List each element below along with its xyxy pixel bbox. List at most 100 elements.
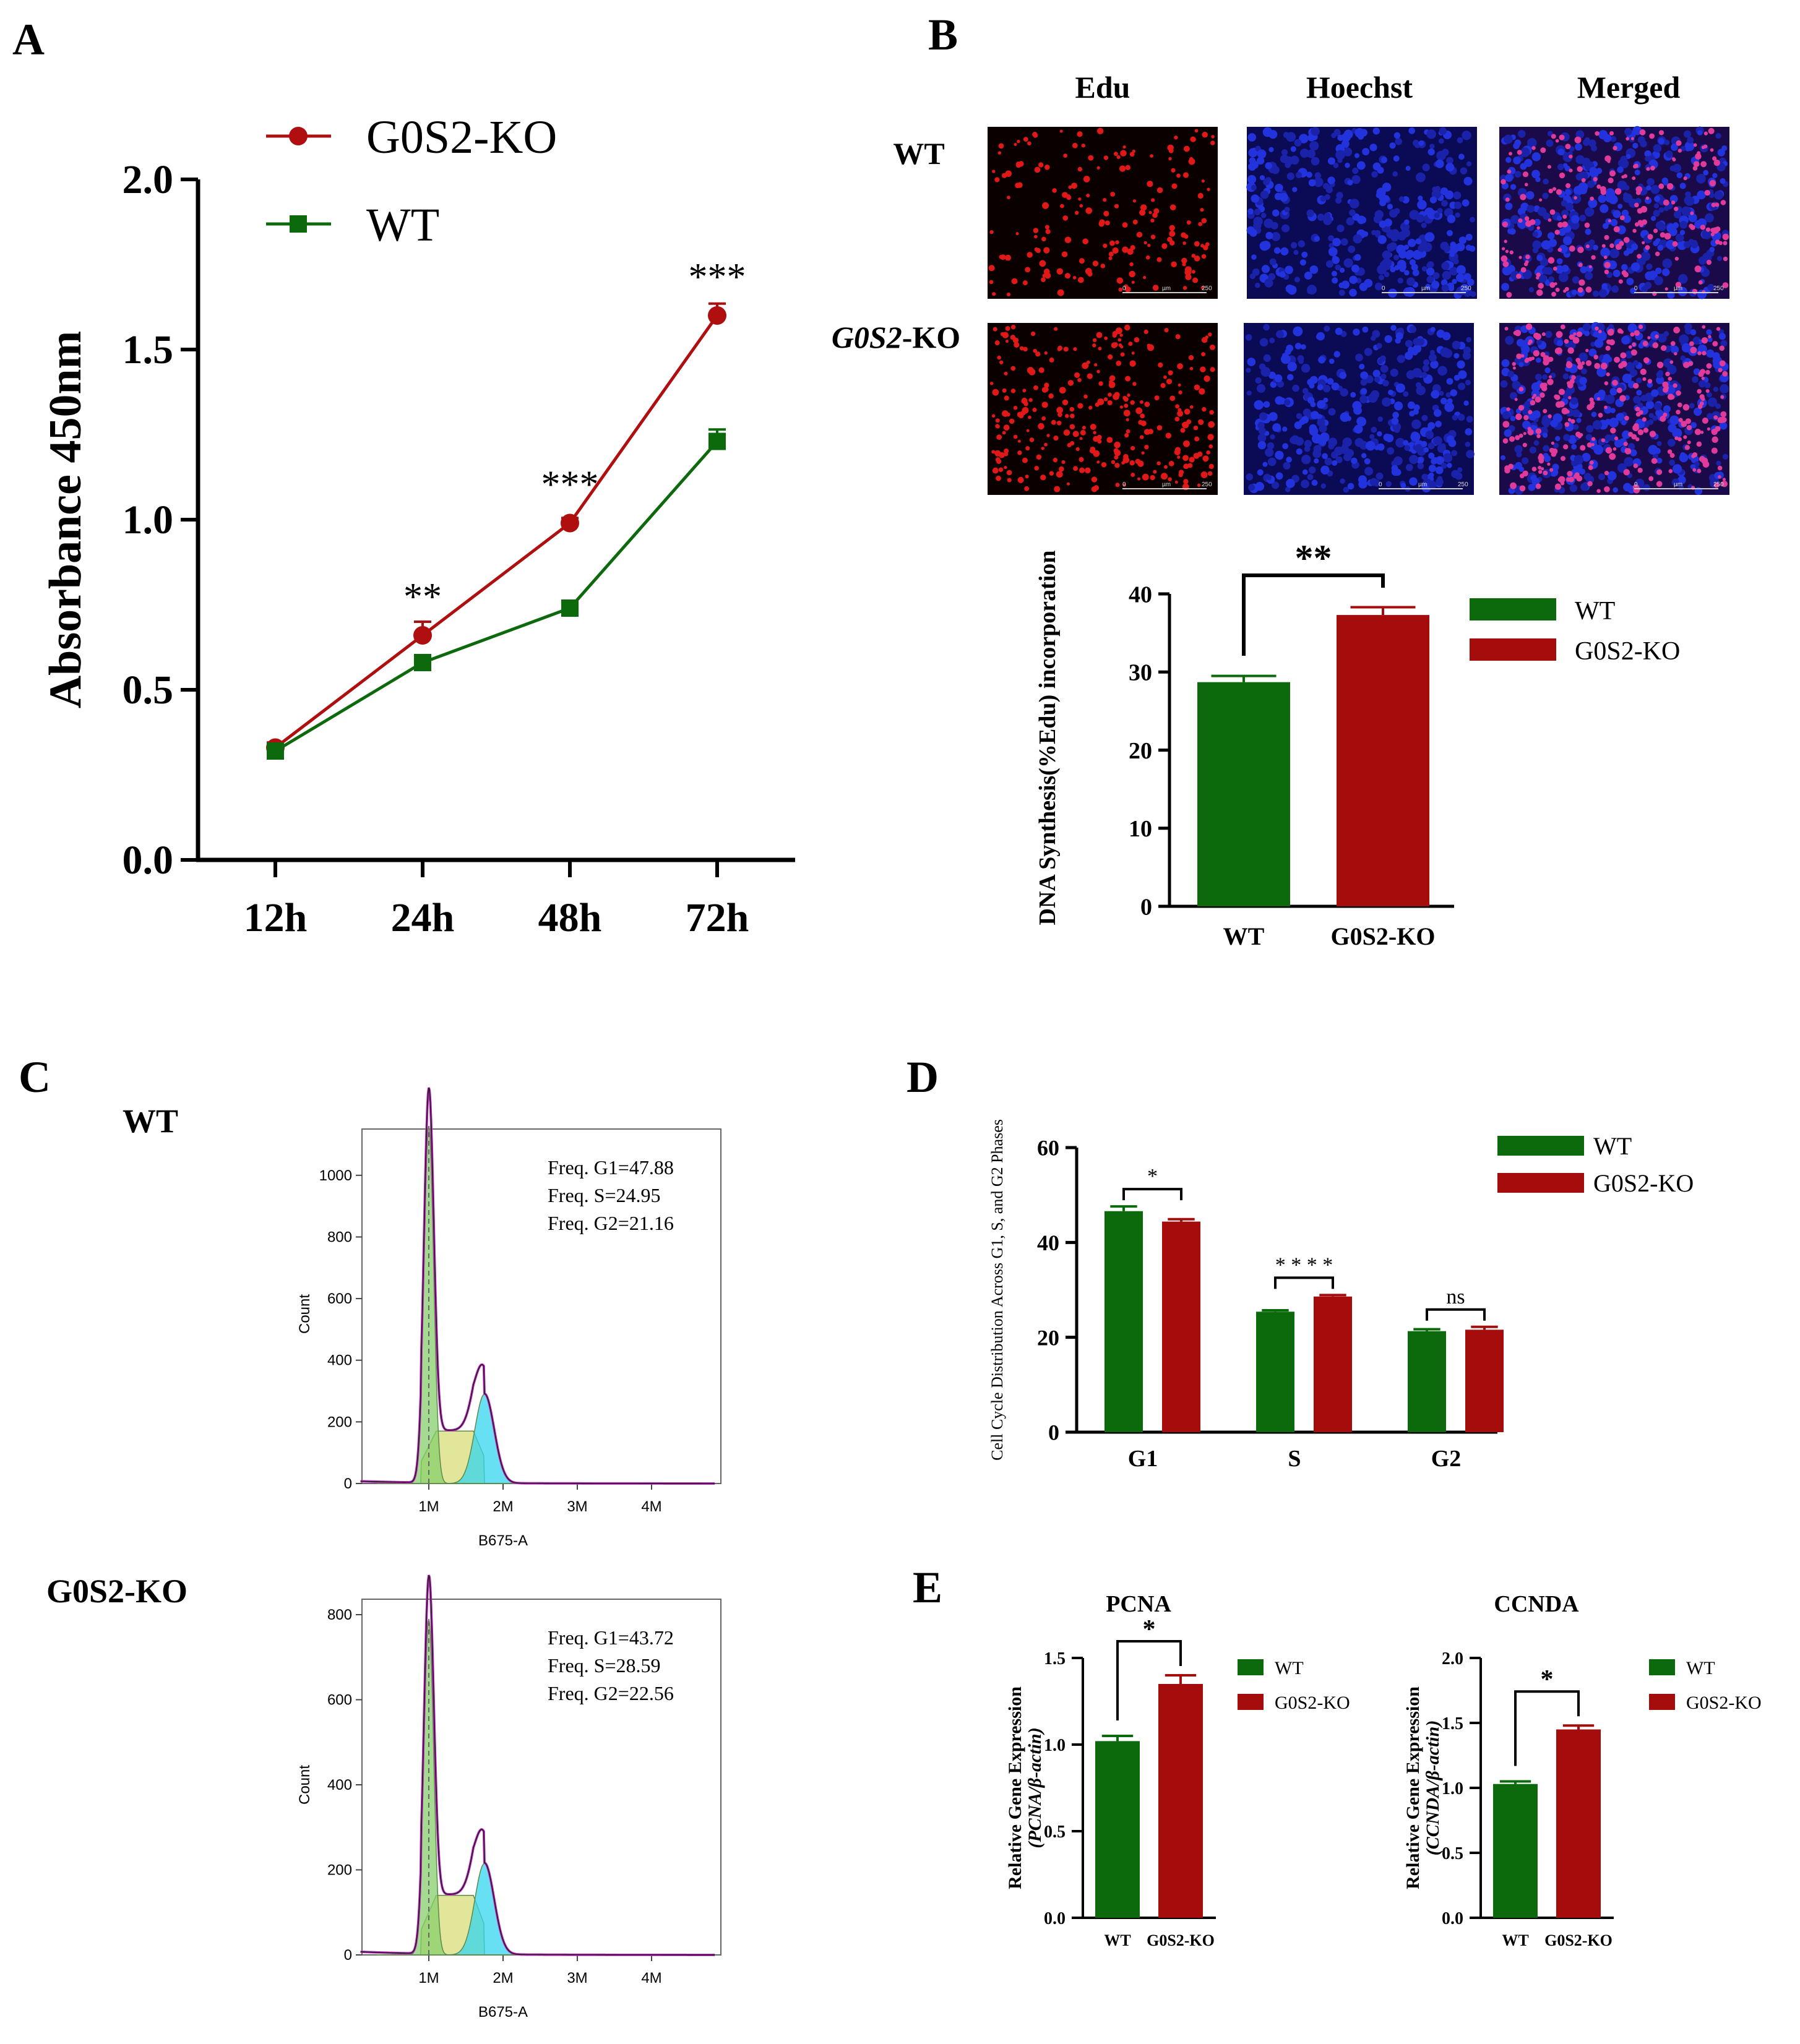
nucleus-blue <box>1557 340 1564 346</box>
nucleus-red <box>1604 262 1611 268</box>
nucleus-red <box>1710 148 1714 152</box>
nucleus-red <box>1129 460 1135 466</box>
nucleus-blue <box>1452 278 1457 285</box>
nucleus-red <box>989 230 994 234</box>
nucleus-blue <box>1393 427 1400 434</box>
nucleus-blue <box>1605 194 1614 203</box>
nucleus-red <box>1188 355 1194 361</box>
scale-bar-label: µm <box>1162 285 1171 292</box>
nucleus-red <box>1634 202 1639 208</box>
nucleus-blue <box>1332 256 1338 261</box>
nucleus-red <box>1548 257 1555 264</box>
nucleus-blue <box>1657 244 1664 251</box>
panel-letter-c: C <box>19 1052 51 1102</box>
nucleus-blue <box>1393 208 1400 215</box>
nucleus-blue <box>1505 174 1514 182</box>
nucleus-blue <box>1409 259 1416 266</box>
nucleus-blue <box>1434 409 1442 417</box>
nucleus-blue <box>1626 278 1634 285</box>
nucleus-blue <box>1669 165 1676 171</box>
nucleus-blue <box>1262 462 1268 467</box>
nucleus-blue <box>1301 479 1309 489</box>
nucleus-blue <box>1453 353 1460 359</box>
nucleus-red <box>1675 281 1682 288</box>
nucleus-blue <box>1630 369 1638 377</box>
nucleus-red <box>1565 182 1571 189</box>
nucleus-blue <box>1376 472 1384 480</box>
e-chart-title: CCNDA <box>1494 1591 1579 1617</box>
nucleus-blue <box>1411 419 1421 429</box>
nucleus-blue <box>1426 267 1435 276</box>
nucleus-red <box>1201 179 1205 183</box>
nucleus-blue <box>1433 436 1442 445</box>
nucleus-blue <box>1720 340 1728 347</box>
nucleus-blue <box>1270 434 1275 440</box>
nucleus-red <box>1696 441 1702 447</box>
nucleus-blue <box>1301 455 1311 465</box>
nucleus-blue <box>1614 439 1623 448</box>
nucleus-blue <box>1445 163 1455 172</box>
nucleus-red <box>1032 131 1038 137</box>
nucleus-red <box>1065 414 1069 418</box>
nucleus-blue <box>1282 443 1289 450</box>
nucleus-blue <box>1669 195 1678 203</box>
nucleus-red <box>1510 482 1517 489</box>
c-x-tick-label: 2M <box>493 1970 513 1986</box>
c-freq-text: Freq. G2=21.16 <box>548 1212 674 1234</box>
nucleus-blue <box>1343 486 1350 493</box>
nucleus-blue <box>1457 467 1463 473</box>
nucleus-red <box>1034 466 1040 471</box>
nucleus-blue <box>1646 263 1653 270</box>
nucleus-blue <box>1591 411 1597 418</box>
nucleus-red <box>1032 408 1037 413</box>
nucleus-blue <box>1431 189 1441 199</box>
nucleus-red <box>1114 449 1120 455</box>
nucleus-red <box>1609 131 1614 135</box>
c-sample-label: WT <box>123 1102 178 1140</box>
nucleus-red <box>1091 486 1098 492</box>
nucleus-red <box>1171 168 1176 173</box>
nucleus-blue <box>1528 483 1536 491</box>
nucleus-blue <box>1616 413 1625 421</box>
nucleus-blue <box>1418 244 1426 252</box>
nucleus-blue <box>1268 273 1276 281</box>
nucleus-red <box>1177 410 1184 417</box>
nucleus-blue <box>1457 137 1463 144</box>
nucleus-red <box>1164 328 1169 333</box>
nucleus-red <box>1620 352 1627 359</box>
nucleus-blue <box>1722 453 1729 460</box>
nucleus-blue <box>1254 208 1261 215</box>
nucleus-blue <box>1585 434 1593 441</box>
nucleus-blue <box>1516 452 1522 458</box>
nucleus-red <box>1703 131 1708 135</box>
nucleus-red <box>1130 400 1135 405</box>
nucleus-blue <box>1456 243 1465 252</box>
nucleus-blue <box>1294 139 1302 147</box>
nucleus-red <box>1012 337 1019 343</box>
nucleus-red <box>1136 231 1143 238</box>
nucleus-red <box>1182 286 1187 290</box>
nucleus-red <box>1147 344 1155 351</box>
e-y-tick-label: 1.0 <box>1442 1779 1463 1798</box>
nucleus-blue <box>1713 387 1719 392</box>
nucleus-red <box>1564 286 1569 291</box>
nucleus-red <box>1197 192 1204 199</box>
nucleus-red <box>1531 356 1535 361</box>
nucleus-blue <box>1464 273 1471 280</box>
nucleus-red <box>1652 342 1659 349</box>
nucleus-red <box>1523 432 1527 436</box>
nucleus-red <box>1690 211 1694 215</box>
nucleus-blue <box>1391 465 1398 472</box>
nucleus-blue <box>1351 457 1358 465</box>
nucleus-red <box>1208 332 1212 337</box>
nucleus-red <box>1585 244 1590 249</box>
nucleus-red <box>1145 255 1150 260</box>
nucleus-blue <box>1354 424 1363 434</box>
nucleus-blue <box>1610 408 1616 413</box>
nucleus-blue <box>1371 390 1380 399</box>
nucleus-red <box>1609 453 1616 460</box>
c-freq-text: Freq. G1=47.88 <box>548 1156 674 1179</box>
nucleus-blue <box>1505 336 1514 345</box>
nucleus-blue <box>1281 149 1288 156</box>
nucleus-blue <box>1627 443 1635 450</box>
